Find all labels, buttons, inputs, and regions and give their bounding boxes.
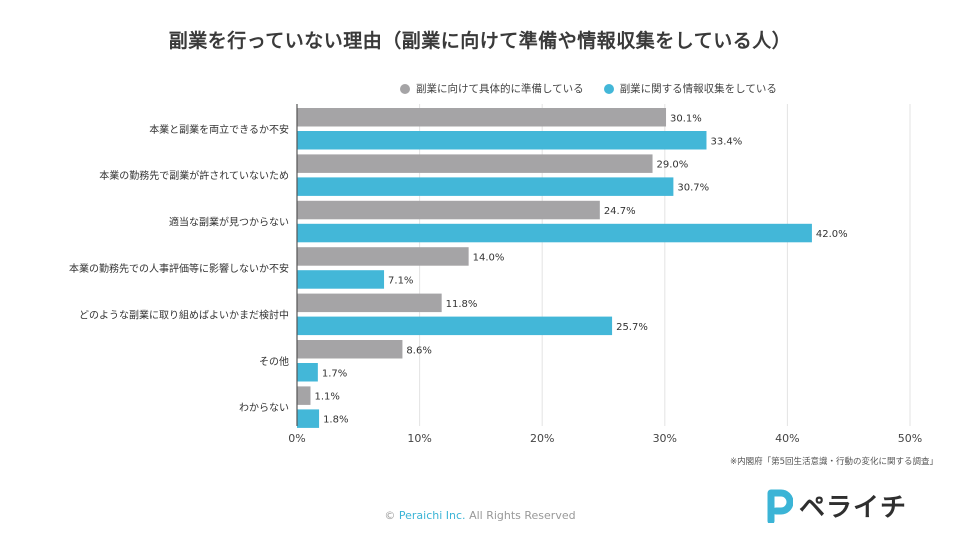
data-label: 33.4% (710, 136, 742, 147)
peraichi-logo-icon (767, 489, 793, 523)
legend-item-series2: 副業に関する情報収集をしている (603, 81, 777, 96)
brand-logo[interactable]: ペライチ (767, 487, 907, 524)
legend-label-series1: 副業に向けて具体的に準備している (416, 83, 584, 95)
rights-text: All Rights Reserved (469, 509, 576, 522)
chart-title: 副業を行っていない理由（副業に向けて準備や情報収集をしている人） (168, 30, 792, 52)
bar-chart: 0% 10% 20% 30% 40% 50% 本業と副業を両立できるか不安 30.1% 33.4… (69, 104, 922, 445)
data-label: 29.0% (657, 160, 689, 171)
x-tick-label: 40% (775, 432, 799, 445)
data-label: 1.7% (322, 368, 347, 379)
bar-preparing (297, 247, 469, 266)
data-label: 25.7% (616, 322, 648, 333)
data-label: 24.7% (604, 206, 636, 217)
category-label: 本業の勤務先での人事評価等に影響しないか不安 (69, 262, 289, 275)
bar-preparing (297, 200, 600, 220)
category-label: わからない (239, 402, 289, 414)
bar-researching (297, 270, 385, 289)
bar-preparing (297, 154, 653, 173)
footer: © Peraichi Inc. All Rights Reserved (0, 509, 960, 522)
category-label: 本業の勤務先で副業が許されていないため (99, 169, 289, 182)
x-tick-label: 10% (407, 432, 431, 445)
x-tick-label: 30% (653, 432, 677, 445)
bar-researching (297, 316, 613, 336)
bar-researching (297, 223, 812, 243)
bar-researching (297, 131, 707, 150)
bar-researching (297, 177, 674, 196)
bar-preparing (297, 340, 403, 359)
legend-item-series1: 副業に向けて具体的に準備している (400, 81, 584, 96)
x-tick-label: 20% (530, 432, 554, 445)
bar-preparing (297, 386, 311, 405)
bar-preparing (297, 108, 667, 127)
copyright-symbol: © (384, 509, 396, 522)
data-label: 11.8% (446, 299, 478, 310)
company-link[interactable]: Peraichi Inc. (398, 509, 466, 522)
logo-text: ペライチ (799, 493, 908, 523)
data-label: 30.1% (670, 113, 702, 124)
legend-label-series2: 副業に関する情報収集をしている (619, 83, 777, 95)
category-label: 適当な副業が見つからない (169, 216, 289, 229)
data-label: 1.8% (323, 415, 348, 426)
legend-swatch-series1 (400, 83, 410, 94)
category-label: 本業と副業を両立できるか不安 (149, 123, 289, 136)
data-label: 42.0% (816, 229, 848, 240)
category-label: その他 (259, 355, 289, 368)
data-label: 7.1% (388, 275, 413, 286)
legend: 副業に向けて具体的に準備している 副業に関する情報収集をしている (400, 81, 797, 96)
bar-researching (297, 409, 320, 428)
data-label: 14.0% (473, 252, 505, 263)
data-label: 8.6% (406, 345, 431, 356)
data-label: 1.1% (314, 392, 339, 403)
x-tick-label: 0% (288, 432, 305, 445)
bar-researching (297, 363, 318, 382)
source-note: ※内閣府「第5回生活意識・行動の変化に関する調査」 (729, 457, 938, 467)
bar-preparing (297, 293, 442, 313)
category-label: どのような副業に取り組めばよいかまだ検討中 (79, 308, 289, 321)
x-tick-label: 50% (898, 432, 922, 445)
legend-swatch-series2 (603, 83, 614, 94)
data-label: 30.7% (677, 183, 709, 194)
